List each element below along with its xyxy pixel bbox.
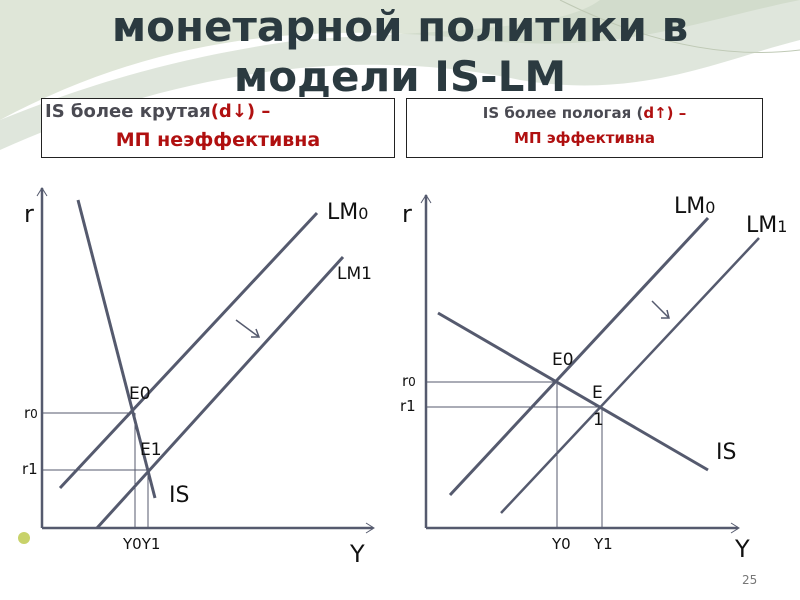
left-caption-conclusion: МП неэффективна <box>115 129 321 151</box>
right-shift-arrow-icon <box>651 300 670 319</box>
right-r1-guide <box>426 406 603 528</box>
left-caption-highlight: (d↓) – <box>210 101 271 122</box>
right-e0-label: E0 <box>552 350 574 370</box>
right-lm0-text: LM <box>674 194 706 219</box>
left-r-axis-arrow <box>36 187 48 197</box>
left-y-axis-label: Y <box>350 540 365 568</box>
right-e1-label-top: E <box>592 383 603 403</box>
right-lm1-label: LM1 <box>746 213 787 238</box>
right-r-axis-label: r <box>402 200 412 228</box>
right-r0-text: r <box>402 372 409 390</box>
left-r0-label: r0 <box>24 404 38 422</box>
right-is-label: IS <box>716 440 737 465</box>
left-is-curve <box>76 199 157 499</box>
left-caption-box: IS более крутая(d↓) – МП неэффективна <box>41 98 395 158</box>
bullet-dot <box>18 532 30 544</box>
left-r1-label: r1 <box>22 460 38 478</box>
right-r0-label: r0 <box>402 372 416 390</box>
right-caption-conclusion: МП эффективна <box>514 129 655 147</box>
left-shift-arrow-icon <box>235 319 260 338</box>
left-lm1-curve <box>95 255 345 530</box>
right-caption-highlight: d↑) – <box>643 104 687 122</box>
left-lm1-label: LM1 <box>337 264 372 284</box>
right-lm1-curve <box>500 237 760 514</box>
right-lm0-label: LM0 <box>674 194 715 219</box>
left-lm0-text: LM <box>327 200 359 225</box>
right-y0-label: Y0 <box>552 535 571 553</box>
right-caption-box: IS более пологая (d↑) – МП эффективна <box>406 98 763 158</box>
right-y-axis-arrow <box>730 522 740 534</box>
right-r0-sub: 0 <box>408 375 416 389</box>
right-lm0-sub: 0 <box>705 198 716 217</box>
header-wave-background <box>0 0 800 150</box>
left-e1-label: E1 <box>140 440 162 460</box>
right-lm1-sub: 1 <box>777 217 788 236</box>
slide-title-line2: модели IS-LM <box>233 52 567 101</box>
right-lm1-text: LM <box>746 213 778 238</box>
right-y-axis-label: Y <box>735 535 750 563</box>
right-r-axis-arrow <box>420 194 432 204</box>
left-r0-text: r <box>24 404 31 422</box>
left-lm0-label: LM0 <box>327 200 368 225</box>
right-lm0-curve <box>448 216 710 497</box>
left-y-axis-arrow <box>365 522 375 534</box>
right-caption-text: IS более пологая ( <box>482 104 644 122</box>
left-is-label: IS <box>169 483 190 508</box>
left-lm0-curve <box>58 211 319 490</box>
right-r1-label: r1 <box>400 397 416 415</box>
left-e0-label: E0 <box>129 384 151 404</box>
right-e1-label-bottom: 1 <box>593 410 604 430</box>
left-lm0-sub: 0 <box>358 204 369 223</box>
right-r0-guide <box>426 381 558 528</box>
left-r-axis-label: r <box>24 200 34 228</box>
page-number: 25 <box>742 573 758 587</box>
left-y0y1-label: Y0Y1 <box>123 535 161 553</box>
right-is-curve <box>437 311 709 472</box>
left-caption-text: IS более крутая <box>45 101 211 122</box>
left-r0-sub: 0 <box>30 407 38 421</box>
slide-title-line1: монетарной политики в <box>111 2 689 51</box>
right-y1-label: Y1 <box>594 535 613 553</box>
